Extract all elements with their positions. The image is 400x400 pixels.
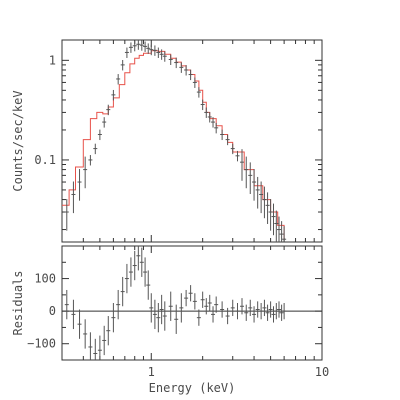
y-axis-label-counts: Counts/sec/keV: [11, 90, 25, 191]
x-tick-label: 1: [148, 365, 155, 379]
y-axis-label-residuals: Residuals: [11, 270, 25, 335]
y-tick-label: 100: [34, 272, 56, 286]
y-tick-label: 1: [49, 53, 56, 67]
residuals-ticks: −100 0 100 1 10: [27, 246, 329, 379]
x-axis-label-energy: Energy (keV): [149, 381, 236, 395]
residuals-data-points: [64, 246, 287, 360]
x-tick-label: 10: [315, 365, 329, 379]
spectrum-plot-frame: [61, 39, 323, 243]
spectrum-data-points: [64, 40, 287, 242]
spectrum-ticks: 0.11: [34, 40, 322, 242]
y-tick-label: 0: [49, 304, 56, 318]
spectrum-panel: 0.11 Counts/sec/keV: [11, 39, 323, 243]
y-tick-label: −100: [27, 337, 56, 351]
residuals-plot-frame: [61, 245, 323, 361]
residuals-panel: −100 0 100 1 10 Residuals Energy (keV): [11, 245, 329, 395]
y-tick-label: 0.1: [34, 153, 56, 167]
